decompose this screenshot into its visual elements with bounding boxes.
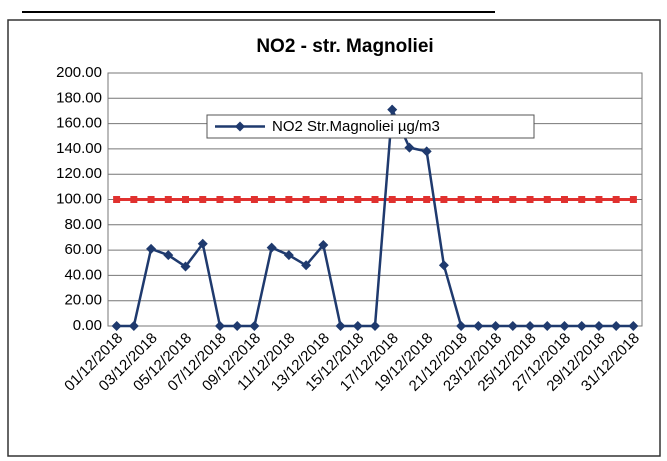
- point-marker: [301, 260, 312, 271]
- point-marker: [525, 321, 536, 331]
- point-marker: [216, 196, 224, 203]
- point-marker: [352, 321, 363, 331]
- y-tick-label: 80.00: [64, 216, 102, 233]
- point-marker: [232, 321, 243, 331]
- point-marker: [199, 196, 207, 203]
- y-tick-label: 200.00: [56, 64, 102, 81]
- y-tick-label: 20.00: [64, 292, 102, 309]
- legend-box: [206, 114, 535, 139]
- point-marker: [371, 196, 379, 203]
- y-tick-label: 140.00: [56, 140, 102, 157]
- series-line: [116, 104, 634, 328]
- point-marker: [404, 142, 415, 153]
- point-marker: [456, 321, 467, 331]
- point-marker: [578, 196, 586, 203]
- point-marker: [559, 321, 570, 331]
- point-marker: [421, 146, 432, 157]
- point-marker: [509, 196, 517, 203]
- point-marker: [266, 242, 277, 253]
- point-marker: [507, 321, 518, 331]
- point-marker: [147, 196, 155, 203]
- point-marker: [197, 238, 208, 249]
- chart-frame: [7, 19, 661, 457]
- point-marker: [440, 196, 448, 203]
- point-marker: [593, 321, 604, 331]
- y-tick-label: 0.00: [73, 317, 102, 334]
- point-marker: [543, 196, 551, 203]
- point-marker: [318, 240, 329, 251]
- point-marker: [146, 243, 157, 254]
- point-marker: [128, 321, 139, 331]
- y-tick-label: 180.00: [56, 89, 102, 106]
- legend: NO2 Str.Magnoliei µg/m3: [206, 114, 535, 139]
- point-marker: [457, 196, 465, 203]
- point-marker: [180, 261, 191, 272]
- point-marker: [595, 196, 603, 203]
- point-marker: [130, 196, 138, 203]
- point-marker: [268, 196, 276, 203]
- point-marker: [388, 196, 396, 203]
- point-marker: [387, 104, 398, 115]
- point-marker: [474, 196, 482, 203]
- point-marker: [233, 196, 241, 203]
- point-marker: [405, 196, 413, 203]
- point-marker: [111, 321, 122, 331]
- point-marker: [250, 196, 258, 203]
- point-marker: [438, 260, 449, 271]
- point-marker: [163, 250, 174, 261]
- point-marker: [526, 196, 534, 203]
- point-marker: [302, 196, 310, 203]
- point-marker: [629, 196, 637, 203]
- point-marker: [370, 321, 380, 331]
- point-marker: [283, 250, 294, 261]
- point-marker: [492, 196, 500, 203]
- legend-swatch-marker: [235, 121, 245, 132]
- y-tick-label: 120.00: [56, 165, 102, 182]
- legend-label: NO2 Str.Magnoliei µg/m3: [272, 118, 440, 135]
- point-marker: [423, 196, 431, 203]
- point-marker: [214, 321, 225, 331]
- point-marker: [182, 196, 190, 203]
- point-marker: [285, 196, 293, 203]
- point-marker: [249, 321, 260, 331]
- point-marker: [490, 321, 501, 331]
- chart-title: NO2 - str. Magnoliei: [256, 36, 433, 57]
- y-tick-label: 60.00: [64, 241, 102, 258]
- y-tick-label: 40.00: [64, 266, 102, 283]
- point-marker: [611, 321, 622, 331]
- point-marker: [576, 321, 587, 331]
- y-tick-label: 100.00: [56, 190, 102, 207]
- point-marker: [319, 196, 327, 203]
- point-marker: [113, 196, 121, 203]
- point-marker: [560, 196, 568, 203]
- point-marker: [335, 321, 346, 331]
- y-tick-label: 160.00: [56, 115, 102, 132]
- point-marker: [337, 196, 345, 203]
- point-marker: [542, 321, 553, 331]
- point-marker: [164, 196, 172, 203]
- point-marker: [473, 321, 484, 331]
- point-marker: [628, 321, 639, 331]
- point-marker: [612, 196, 620, 203]
- point-marker: [354, 196, 362, 203]
